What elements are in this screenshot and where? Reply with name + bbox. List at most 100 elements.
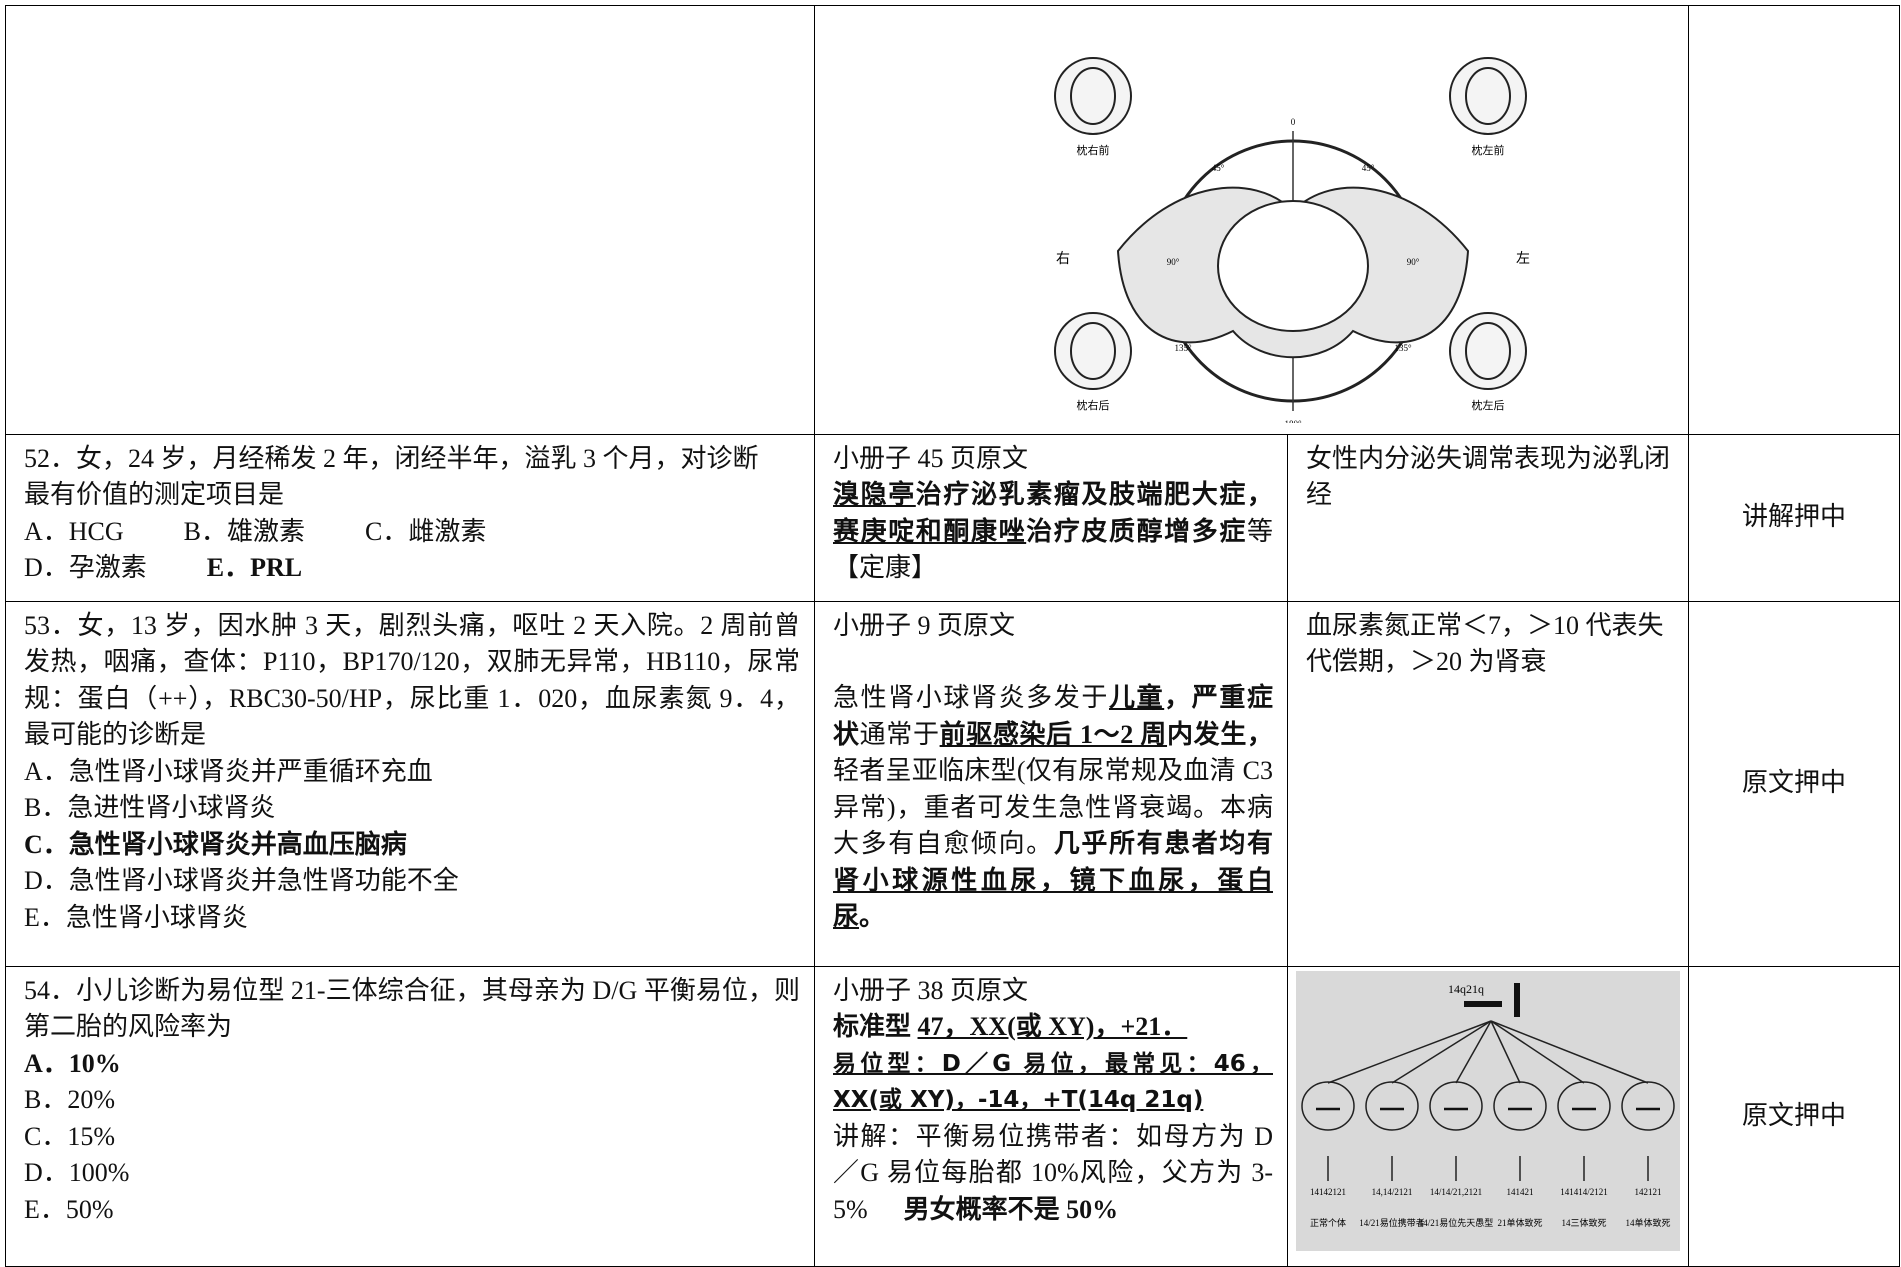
source-title: 小册子 38 页原文 [833,975,1029,1005]
fetal-head [1449,312,1527,390]
option: E．PRL [206,553,303,582]
highlight: 赛庚啶和酮康唑 [833,516,1027,546]
caption: 14/21易位携带者 [1359,1217,1425,1228]
angle-label: 45° [1212,163,1225,173]
top-label: 14q21q [1448,982,1484,996]
note-cell: 女性内分泌失调常表现为泌乳闭经 [1287,433,1689,602]
result-cell: 讲解押中 [1688,433,1900,602]
arrow [1455,1020,1492,1083]
angle-label: 90° [1407,257,1420,267]
note-cell: 血尿素氮正常＜7，＞10 代表失代偿期，＞20 为肾衰 [1287,600,1689,967]
question-line: 53．女，13 岁，因水肿 3 天，剧烈头痛，呕吐 2 天入院。2 周前曾发热，… [24,610,800,750]
side-label: 左 [1516,251,1530,267]
cell [1301,1080,1355,1131]
source-cell: 小册子 38 页原文 标准型 47，XX(或 XY)，+21． 易位型：D／G … [814,965,1288,1267]
angle-label: 0 [1291,117,1296,127]
text: ，严重症状 [833,683,1273,749]
source-text: 讲解：平衡易位携带者：如母方为 D／G 易位每胎都 10%风险，父方为 3-5%… [833,1119,1273,1229]
position-label: 枕左后 [1472,398,1505,412]
fetal-head [1054,312,1132,390]
chromosome [1514,982,1520,1017]
text: 几乎所有患者均有 [1053,829,1273,858]
caption: 14单体致死 [1625,1217,1670,1228]
highlight: 易位型：D／G 易位，最常见：46，XX(或 XY)，-14，+T(14q 21… [833,1050,1273,1114]
angle-label: 90° [1167,257,1180,267]
question-cell: 52．女，24 岁，月经稀发 2 年，闭经半年，溢乳 3 个月，对诊断 最有价值… [5,433,815,602]
option: B．雄激素 [183,516,306,546]
karyotype-figure: 14q21q14142121正常个体14,14/212114/21易位携带者14… [1296,970,1680,1251]
highlight: 肾小球源性血尿，镜下血尿，蛋白尿 [833,865,1273,932]
option: D．急性肾小球肾炎并急性肾功能不全 [24,866,459,895]
result: 原文押中 [1741,1100,1846,1130]
caption: 21单体致死 [1497,1217,1542,1228]
fetal-head [1054,57,1132,135]
cell [1621,1080,1675,1131]
angle-label: 135° [1174,343,1192,353]
karyotype-label: 14/14/21,2121 [1430,1187,1482,1197]
page: 枕右前枕左前枕右后枕左后右左045°45°90°90°135°135°180° … [5,5,1900,1267]
option: C．雌激素 [365,516,487,546]
highlight: 儿童 [1108,683,1165,712]
karyotype-label: 142121 [1635,1187,1662,1197]
option: E．急性肾小球肾炎 [24,902,248,932]
text: 治疗泌乳素瘤及肢端肥大症， [915,480,1273,509]
source-cell: 小册子 45 页原文 溴隐亭治疗泌乳素瘤及肢端肥大症， 赛庚啶和酮康唑治疗皮质醇增… [814,433,1288,602]
row: 52．女，24 岁，月经稀发 2 年，闭经半年，溢乳 3 个月，对诊断 最有价值… [5,433,1900,602]
option: A．10% [24,1048,121,1078]
cell [1429,1080,1483,1131]
arrow [1490,1019,1585,1084]
text: 男女概率不是 50% [903,1194,1119,1224]
option: B．急进性肾小球肾炎 [24,793,276,822]
note: 血尿素氮正常＜7，＞10 代表失代偿期，＞20 为肾衰 [1306,610,1664,677]
row: 53．女，13 岁，因水肿 3 天，剧烈头痛，呕吐 2 天入院。2 周前曾发热，… [5,600,1900,967]
question-cell: 54．小儿诊断为易位型 21-三体综合征，其母亲为 D/G 平衡易位，则第二胎的… [5,965,815,1267]
options: D．孕激素 E．PRL [24,550,800,587]
text: 讲解：平衡易位携带者：如母方为 D／G 易位每胎都 10%风险，父方为 3-5% [833,1121,1273,1224]
question-cell: 53．女，13 岁，因水肿 3 天，剧烈头痛，呕吐 2 天入院。2 周前曾发热，… [5,600,815,967]
option: E．50% [24,1194,114,1224]
side-label: 右 [1056,251,1070,267]
fetal-head-inner [1070,67,1116,125]
figure-cell: 14q21q 14142121 正常个体 14,14/2121 14/21易位携带者 14… [1287,965,1689,1267]
fetal-head-inner [1070,322,1116,380]
text: 内发生， [1167,719,1273,749]
arrow [1490,1020,1521,1083]
fetal-head-inner [1465,322,1511,380]
question-table: 枕右前枕左前枕右后枕左后右左045°45°90°90°135°135°180° … [5,5,1900,1267]
result-cell: 原文押中 [1688,600,1900,967]
text: 标准型 [833,1012,918,1041]
angle-label: 45° [1362,163,1375,173]
option: D．孕激素 [24,553,147,582]
option: B．20% [24,1085,116,1114]
caption: 正常个体 [1310,1217,1346,1228]
option: A．HCG [24,516,124,546]
source-text: 易位型：D／G 易位，最常见：46，XX(或 XY)，-14，+T(14q 21… [833,1046,1273,1119]
text: 通常于 [859,719,940,749]
options: A．HCG B．雄激素 C．雌激素 [24,514,800,551]
source-text: 标准型 47，XX(或 XY)，+21． [833,1009,1273,1046]
position-label: 枕左前 [1472,143,1505,157]
source-title: 小册子 45 页原文 [833,443,1029,473]
angle-label: 135° [1394,343,1412,353]
question-line: 52．女，24 岁，月经稀发 2 年，闭经半年，溢乳 3 个月，对诊断 [24,443,759,473]
arrow [1391,1019,1492,1084]
empty-cell [5,5,815,435]
chromosome [1464,1000,1502,1007]
source-title: 小册子 9 页原文 [833,610,1016,640]
option: C．急性肾小球肾炎并高血压脑病 [24,829,407,859]
source-text: 急性肾小球肾炎多发于儿童，严重症状通常于前驱感染后 1～2 周内发生， 轻者呈亚临… [833,680,1273,936]
source-text: 溴隐亭治疗泌乳素瘤及肢端肥大症， 赛庚啶和酮康唑治疗皮质醇增多症等 【定康】 [833,477,1273,587]
question-line: 最有价值的测定项目是 [24,480,285,509]
cell [1365,1080,1419,1131]
karyotype-label: 14142121 [1310,1187,1346,1197]
position-label: 枕右前 [1077,143,1110,157]
result: 讲解押中 [1741,502,1846,532]
karyotype-label: 14,14/2121 [1372,1187,1413,1197]
position-label: 枕右后 [1077,398,1110,412]
figure-background [1296,970,1680,1251]
fetal-head-inner [1465,67,1511,125]
option: C．15% [24,1121,116,1151]
caption: 14/21易位先天愚型 [1419,1217,1494,1228]
